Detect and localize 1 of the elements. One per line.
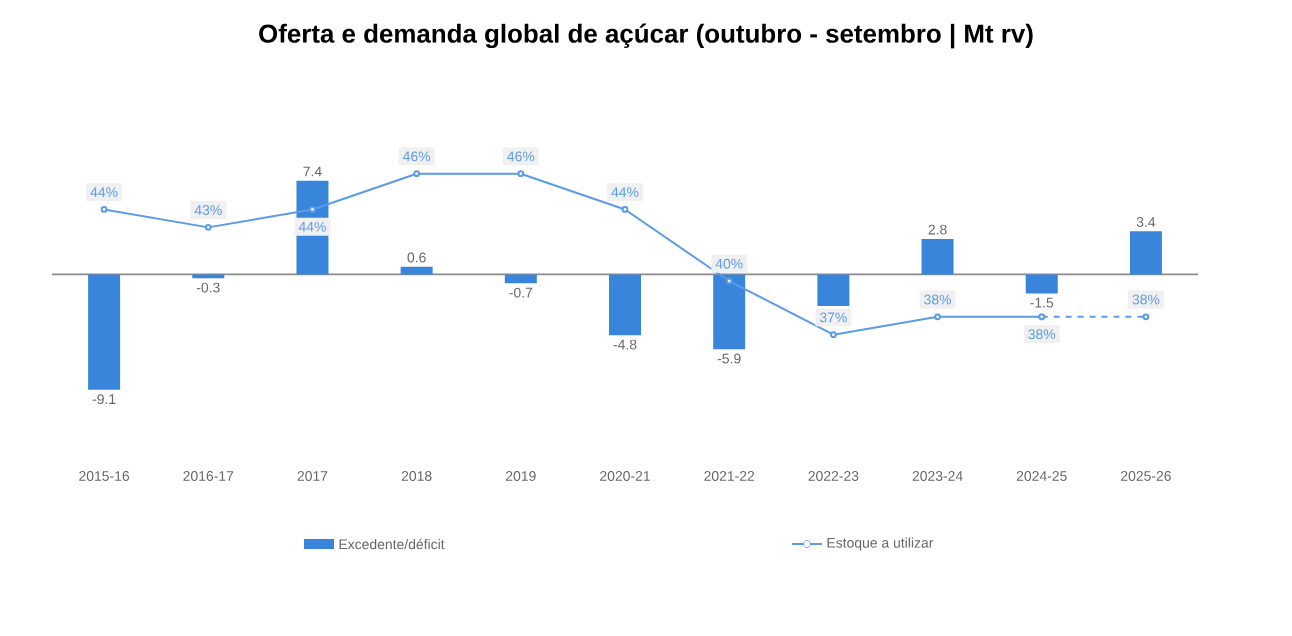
- chart-title: Oferta e demanda global de açúcar (outubro - setembro | Mt rv): [259, 23, 1033, 49]
